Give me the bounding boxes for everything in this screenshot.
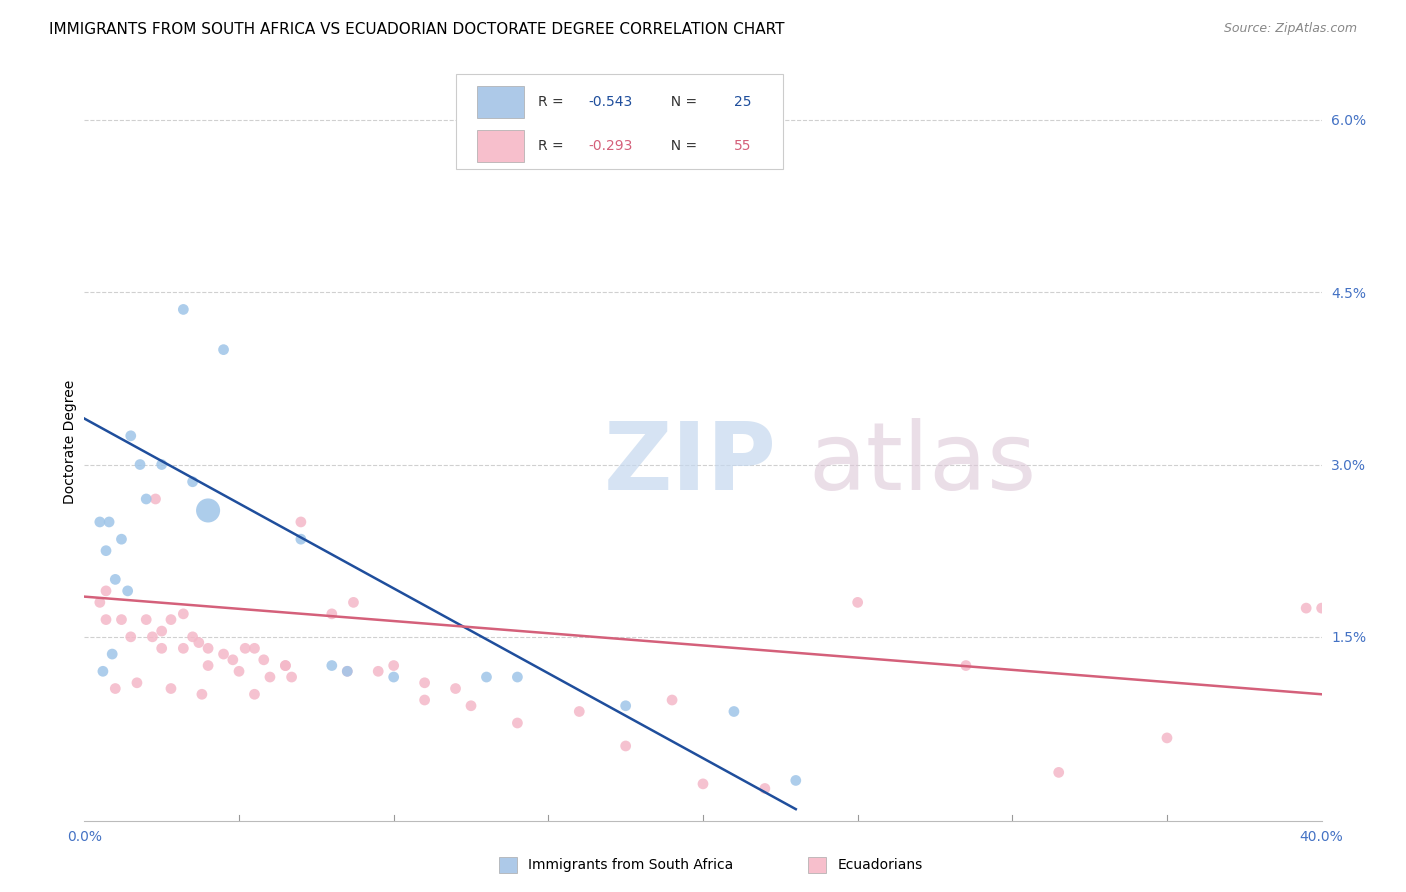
Point bbox=[98, 515, 121, 529]
Point bbox=[120, 429, 142, 443]
Point bbox=[413, 693, 436, 707]
Point bbox=[290, 532, 312, 546]
Point bbox=[145, 491, 167, 506]
Point bbox=[614, 698, 637, 713]
Point bbox=[135, 491, 157, 506]
Point bbox=[955, 658, 977, 673]
Point bbox=[197, 658, 219, 673]
Point bbox=[475, 670, 498, 684]
Point bbox=[110, 613, 132, 627]
Point bbox=[692, 777, 714, 791]
Text: atlas: atlas bbox=[808, 418, 1036, 510]
Point bbox=[754, 781, 776, 796]
Text: N =: N = bbox=[662, 95, 702, 109]
Point bbox=[89, 595, 111, 609]
Text: R =: R = bbox=[538, 95, 568, 109]
Point bbox=[321, 658, 343, 673]
Point bbox=[117, 583, 139, 598]
Point bbox=[120, 630, 142, 644]
Point bbox=[367, 665, 389, 679]
Point bbox=[1341, 675, 1364, 690]
Point bbox=[172, 302, 194, 317]
Text: 55: 55 bbox=[734, 138, 751, 153]
Point bbox=[336, 665, 359, 679]
Point bbox=[160, 681, 183, 696]
Point bbox=[91, 665, 114, 679]
Text: -0.543: -0.543 bbox=[588, 95, 633, 109]
Point bbox=[413, 675, 436, 690]
Point bbox=[1310, 601, 1333, 615]
Text: Ecuadorians: Ecuadorians bbox=[838, 858, 922, 872]
Point bbox=[382, 658, 405, 673]
Point bbox=[661, 693, 683, 707]
Point bbox=[181, 630, 204, 644]
Point bbox=[94, 543, 117, 558]
Point bbox=[280, 670, 302, 684]
Text: Source: ZipAtlas.com: Source: ZipAtlas.com bbox=[1223, 22, 1357, 36]
Point bbox=[197, 641, 219, 656]
Point bbox=[110, 532, 132, 546]
Point bbox=[187, 635, 209, 649]
Text: N =: N = bbox=[662, 138, 702, 153]
Bar bbox=[477, 87, 523, 118]
Point bbox=[274, 658, 297, 673]
Point bbox=[228, 665, 250, 679]
Point bbox=[104, 681, 127, 696]
Text: 25: 25 bbox=[734, 95, 751, 109]
Point bbox=[150, 641, 173, 656]
Point bbox=[212, 647, 235, 661]
Point bbox=[259, 670, 281, 684]
Point bbox=[212, 343, 235, 357]
Point bbox=[506, 716, 529, 731]
Point bbox=[336, 665, 359, 679]
Point bbox=[568, 705, 591, 719]
Point bbox=[94, 613, 117, 627]
Point bbox=[135, 613, 157, 627]
Y-axis label: Doctorate Degree: Doctorate Degree bbox=[63, 379, 77, 504]
Point bbox=[723, 705, 745, 719]
Point bbox=[141, 630, 163, 644]
Point bbox=[290, 515, 312, 529]
Text: -0.293: -0.293 bbox=[588, 138, 633, 153]
Point bbox=[104, 573, 127, 587]
Point bbox=[506, 670, 529, 684]
Text: IMMIGRANTS FROM SOUTH AFRICA VS ECUADORIAN DOCTORATE DEGREE CORRELATION CHART: IMMIGRANTS FROM SOUTH AFRICA VS ECUADORI… bbox=[49, 22, 785, 37]
Bar bbox=[477, 129, 523, 161]
Point bbox=[222, 653, 245, 667]
Point bbox=[172, 641, 194, 656]
Point bbox=[191, 687, 214, 701]
Point bbox=[382, 670, 405, 684]
Point bbox=[253, 653, 276, 667]
Point bbox=[321, 607, 343, 621]
Point bbox=[614, 739, 637, 753]
Point bbox=[197, 503, 219, 517]
Point bbox=[172, 607, 194, 621]
Point bbox=[150, 458, 173, 472]
Point bbox=[1295, 601, 1317, 615]
Point bbox=[274, 658, 297, 673]
Point bbox=[233, 641, 256, 656]
Point bbox=[785, 773, 807, 788]
Point bbox=[89, 515, 111, 529]
Point bbox=[243, 641, 266, 656]
Point bbox=[101, 647, 124, 661]
Point bbox=[444, 681, 467, 696]
Point bbox=[150, 624, 173, 639]
Point bbox=[1047, 765, 1070, 780]
Point bbox=[129, 458, 152, 472]
Text: Immigrants from South Africa: Immigrants from South Africa bbox=[529, 858, 734, 872]
Point bbox=[1156, 731, 1178, 745]
Point bbox=[846, 595, 869, 609]
Point bbox=[94, 583, 117, 598]
Text: R =: R = bbox=[538, 138, 568, 153]
Point bbox=[125, 675, 148, 690]
Point bbox=[160, 613, 183, 627]
FancyBboxPatch shape bbox=[456, 74, 783, 169]
Point bbox=[342, 595, 364, 609]
Point bbox=[181, 475, 204, 489]
Text: ZIP: ZIP bbox=[605, 418, 778, 510]
Point bbox=[243, 687, 266, 701]
Point bbox=[460, 698, 482, 713]
